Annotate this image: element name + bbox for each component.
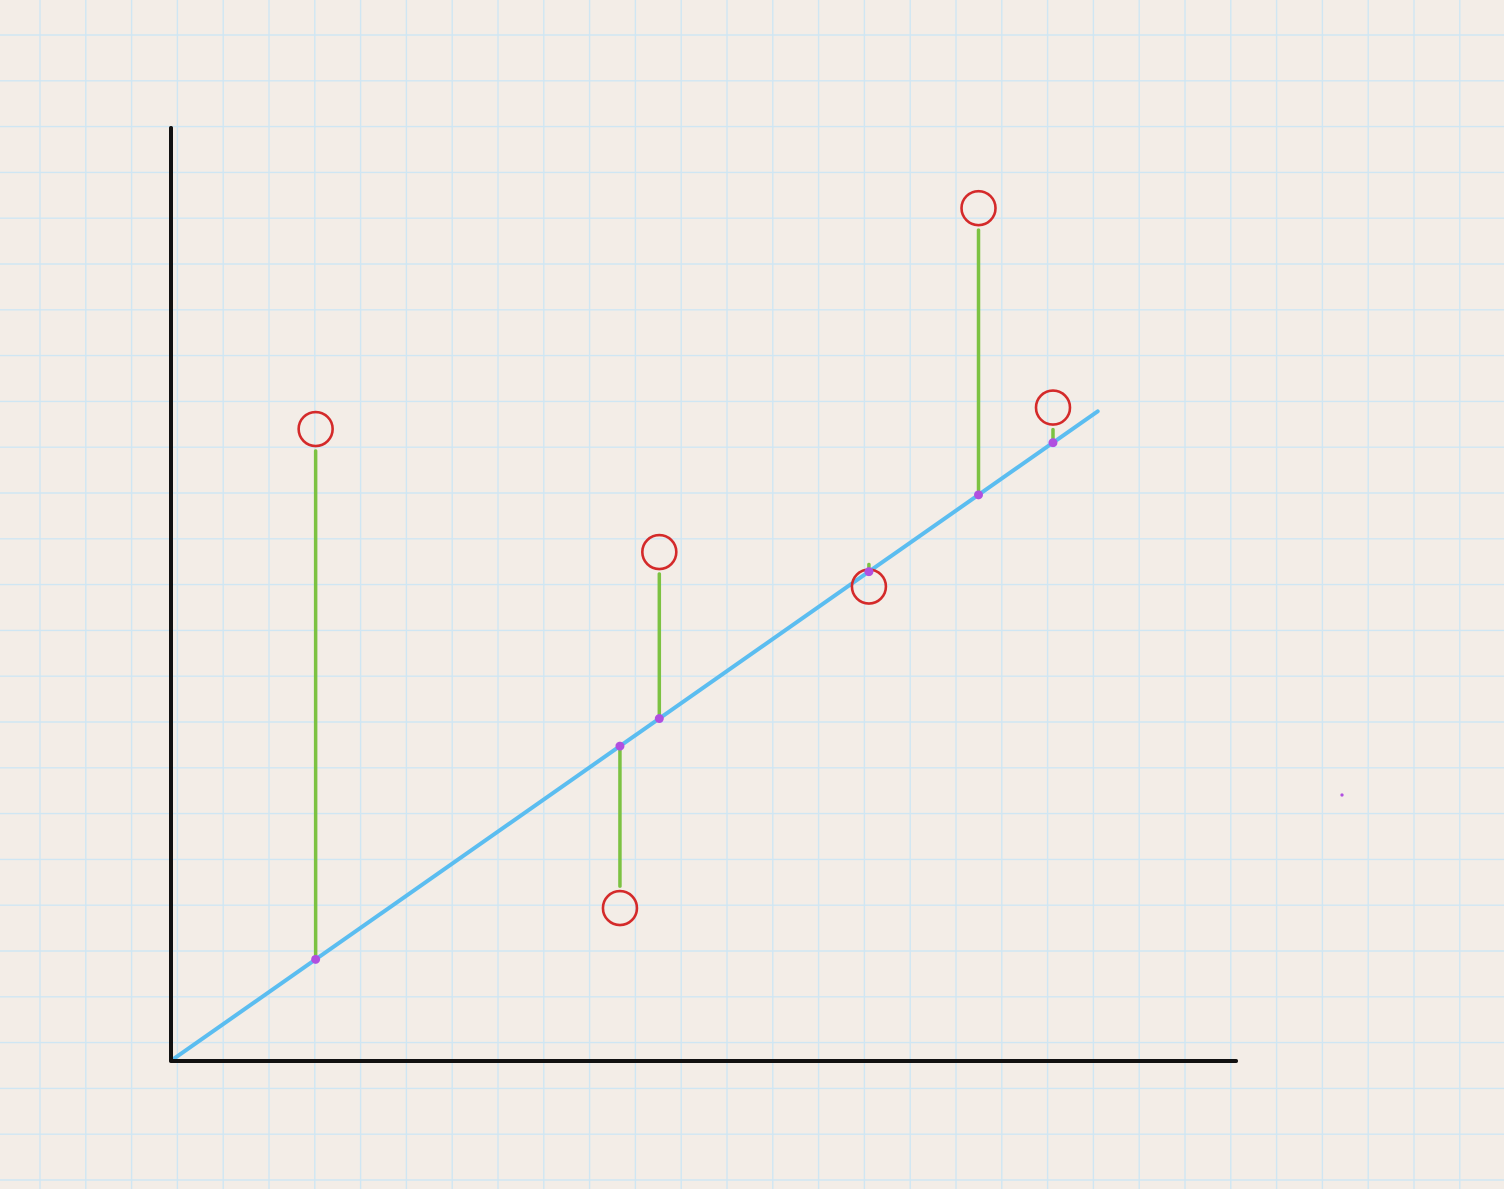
projection-dot	[864, 567, 874, 577]
projection-dot	[654, 714, 664, 724]
stray-dot	[1340, 793, 1344, 797]
projection-dot	[974, 490, 984, 500]
residual-lines	[313, 228, 1055, 962]
projection-dot	[311, 954, 321, 964]
projection-dot	[1048, 438, 1058, 448]
fit-line	[170, 409, 1100, 1062]
projection-dot	[615, 741, 625, 751]
observed-point-marker	[1034, 389, 1072, 426]
projection-points	[311, 438, 1058, 964]
observed-point-marker	[641, 533, 678, 571]
observed-point-marker	[601, 889, 639, 927]
observed-point-marker	[297, 410, 334, 448]
observed-point-marker	[960, 189, 997, 227]
observed-points	[297, 189, 1072, 927]
